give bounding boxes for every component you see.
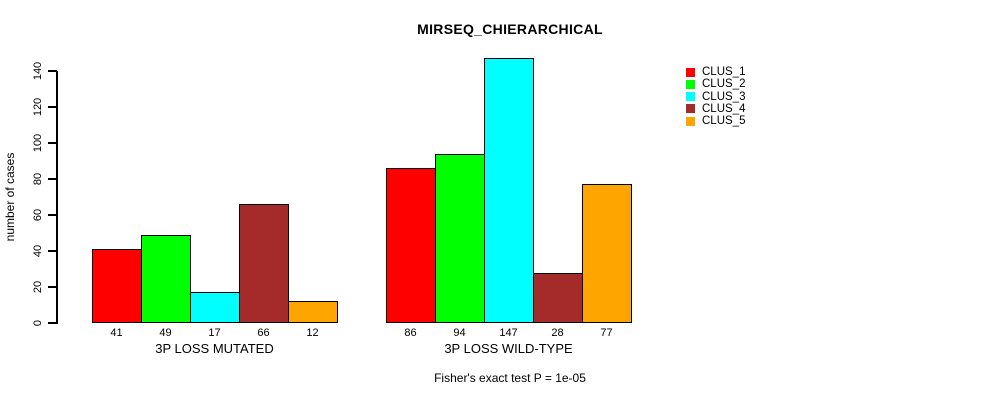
bar-value-label: 28 — [551, 327, 564, 339]
legend-item: CLUS_4 — [686, 102, 746, 115]
y-tick-label: 20 — [32, 280, 44, 294]
legend-label: CLUS_2 — [702, 78, 746, 91]
chart-title: MIRSEQ_CHIERARCHICAL — [417, 21, 603, 37]
legend-item: CLUS_3 — [686, 90, 746, 103]
legend-label: CLUS_3 — [702, 90, 746, 103]
y-tick-label: 120 — [32, 97, 44, 117]
bar-value-label: 66 — [257, 327, 270, 339]
legend-label: CLUS_5 — [702, 115, 746, 127]
bar — [190, 292, 240, 323]
y-tick — [48, 250, 57, 252]
bar — [92, 249, 142, 323]
y-tick — [48, 70, 57, 72]
y-tick-label: 60 — [32, 208, 44, 222]
y-axis-line — [56, 70, 58, 324]
bar-value-label: 41 — [110, 327, 123, 339]
legend-item: CLUS_2 — [686, 78, 746, 91]
group-label: 3P LOSS WILD-TYPE — [444, 341, 573, 356]
bar — [582, 184, 632, 323]
y-tick — [48, 322, 57, 324]
bar — [533, 272, 583, 323]
bar-value-label: 86 — [404, 327, 417, 339]
y-tick — [48, 142, 57, 144]
legend-swatch-icon — [686, 67, 695, 77]
bar — [484, 58, 534, 323]
legend-item: CLUS_5 — [686, 115, 746, 127]
y-tick — [48, 286, 57, 288]
footnote: Fisher's exact test P = 1e-05 — [434, 371, 586, 385]
legend-item: CLUS_1 — [686, 66, 746, 78]
legend-swatch-icon — [686, 116, 695, 126]
y-tick-label: 100 — [32, 133, 44, 153]
bar — [435, 153, 485, 323]
legend-swatch-icon — [686, 79, 695, 89]
y-tick — [48, 106, 57, 108]
legend-label: CLUS_1 — [702, 66, 746, 78]
legend-swatch-icon — [686, 92, 695, 101]
bar — [141, 234, 191, 323]
bar-value-label: 94 — [453, 327, 466, 339]
y-tick — [48, 178, 57, 180]
bar-value-label: 17 — [208, 327, 221, 339]
bar-value-label: 77 — [600, 327, 613, 339]
y-tick — [48, 214, 57, 216]
bar — [288, 301, 338, 323]
bar-value-label: 49 — [159, 327, 172, 339]
legend-label: CLUS_4 — [702, 102, 746, 115]
y-tick-label: 40 — [32, 244, 44, 258]
group-label: 3P LOSS MUTATED — [155, 341, 274, 356]
y-axis-title: number of cases — [3, 152, 17, 242]
y-tick-label: 80 — [32, 172, 44, 186]
bar — [386, 168, 436, 323]
legend-swatch-icon — [686, 104, 695, 114]
bar — [239, 204, 289, 323]
y-tick-label: 140 — [32, 61, 44, 81]
bar-value-label: 12 — [306, 327, 319, 339]
y-tick-label: 0 — [32, 319, 44, 327]
bar-value-label: 147 — [499, 327, 518, 339]
